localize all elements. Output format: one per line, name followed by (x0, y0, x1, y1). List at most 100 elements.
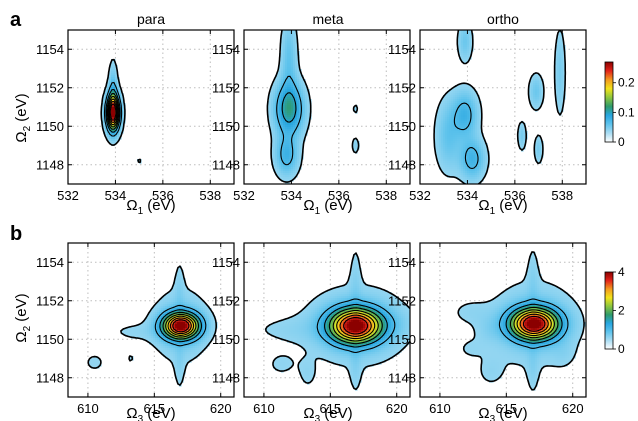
heatmap-cell (111, 75, 114, 78)
heatmap-cell (285, 101, 288, 104)
x-tick-label: 538 (199, 188, 221, 203)
heatmap-cell (461, 161, 464, 164)
heatmap-cell (111, 141, 114, 144)
heatmap-cell (391, 300, 394, 303)
heatmap-cell (341, 296, 344, 299)
heatmap-cell (439, 123, 442, 126)
heatmap-cell (355, 278, 358, 281)
heatmap-cell (459, 97, 462, 100)
heatmap-cell (387, 302, 390, 305)
heatmap-cell (289, 93, 292, 96)
heatmap-cell (209, 314, 212, 317)
heatmap-cell (381, 304, 384, 307)
heatmap-cell (295, 57, 298, 60)
heatmap-cell (113, 85, 116, 88)
heatmap-cell (317, 310, 320, 313)
heatmap-cell (171, 322, 174, 325)
heatmap-cell (459, 137, 462, 140)
heatmap-cell (269, 91, 272, 94)
heatmap-cell (445, 113, 448, 116)
heatmap-cell (471, 131, 474, 134)
heatmap-cell (475, 107, 478, 110)
heatmap-cell (521, 139, 524, 142)
heatmap-cell (143, 332, 146, 335)
heatmap-cell (471, 133, 474, 136)
heatmap-cell (89, 364, 92, 367)
heatmap-cell (457, 109, 460, 112)
heatmap-cell (355, 258, 358, 261)
heatmap-cell (163, 352, 166, 355)
heatmap-cell (453, 171, 456, 174)
heatmap-cell (341, 300, 344, 303)
heatmap-cell (461, 131, 464, 134)
heatmap-cell (305, 310, 308, 313)
heatmap-cell (121, 113, 124, 116)
heatmap-cell (471, 115, 474, 118)
heatmap-cell (463, 111, 466, 114)
heatmap-cell (125, 330, 128, 333)
heatmap-cell (113, 97, 116, 100)
heatmap-cell (181, 374, 184, 377)
heatmap-cell (475, 155, 478, 158)
heatmap-cell (281, 63, 284, 66)
heatmap-cell (279, 121, 282, 124)
heatmap-cell (369, 294, 372, 297)
heatmap-cell (285, 135, 288, 138)
heatmap-cell (283, 61, 286, 64)
heatmap-cell (485, 169, 488, 172)
heatmap-cell (371, 306, 374, 309)
heatmap-cell (181, 286, 184, 289)
heatmap-cell (451, 99, 454, 102)
heatmap-cell (441, 135, 444, 138)
heatmap-cell (291, 111, 294, 114)
heatmap-cell (441, 131, 444, 134)
heatmap-cell (277, 131, 280, 134)
heatmap-cell (307, 306, 310, 309)
heatmap-cell (201, 330, 204, 333)
heatmap-cell (141, 328, 144, 331)
heatmap-cell (457, 141, 460, 144)
heatmap-cell (465, 87, 468, 90)
heatmap-cell (295, 137, 298, 140)
heatmap-cell (483, 165, 486, 168)
heatmap-cell (537, 85, 540, 88)
heatmap-cell (445, 139, 448, 142)
heatmap-cell (461, 59, 464, 62)
heatmap-cell (191, 324, 194, 327)
heatmap-cell (283, 33, 286, 36)
heatmap-cell (185, 360, 188, 363)
heatmap-cell (405, 306, 408, 309)
heatmap-cell (461, 171, 464, 174)
heatmap-cell (279, 79, 282, 82)
heatmap-cell (195, 352, 198, 355)
heatmap-cell (463, 87, 466, 90)
heatmap-cell (275, 165, 278, 168)
heatmap-cell (557, 89, 560, 92)
heatmap-cell (319, 302, 322, 305)
heatmap-cell (177, 276, 180, 279)
heatmap-cell (539, 91, 542, 94)
heatmap-cell (175, 288, 178, 291)
heatmap-cell (299, 123, 302, 126)
heatmap-cell (535, 103, 538, 106)
heatmap-cell (389, 298, 392, 301)
heatmap-cell (477, 175, 480, 178)
heatmap-cell (365, 302, 368, 305)
heatmap-cell (467, 177, 470, 180)
heatmap-cell (151, 310, 154, 313)
heatmap-cell (179, 302, 182, 305)
heatmap-cell (163, 314, 166, 317)
heatmap-cell (379, 296, 382, 299)
heatmap-cell (285, 63, 288, 66)
heatmap-cell (453, 93, 456, 96)
heatmap-cell (187, 304, 190, 307)
heatmap-cell (113, 141, 116, 144)
heatmap-cell (353, 300, 356, 303)
heatmap-cell (305, 127, 308, 130)
heatmap-cell (193, 296, 196, 299)
heatmap-cell (159, 350, 162, 353)
heatmap-cell (347, 286, 350, 289)
heatmap-cell (285, 159, 288, 162)
heatmap-cell (359, 300, 362, 303)
heatmap-cell (327, 296, 330, 299)
